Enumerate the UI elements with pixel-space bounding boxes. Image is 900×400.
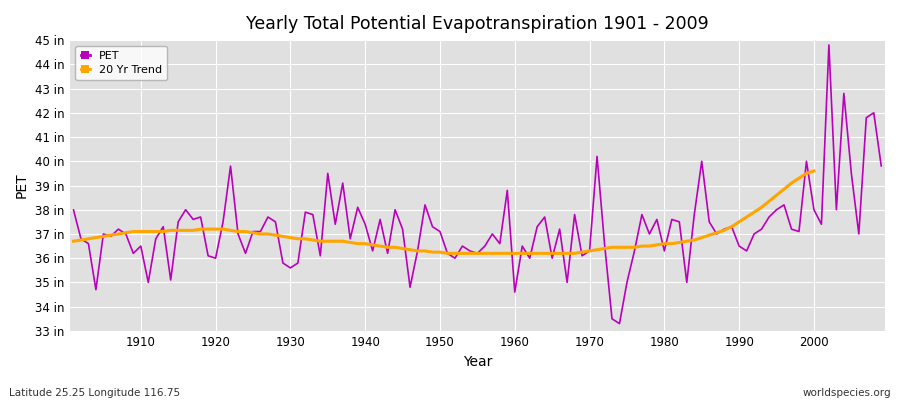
Y-axis label: PET: PET [15,173,29,198]
X-axis label: Year: Year [463,355,492,369]
Text: Latitude 25.25 Longitude 116.75: Latitude 25.25 Longitude 116.75 [9,388,180,398]
Title: Yearly Total Potential Evapotranspiration 1901 - 2009: Yearly Total Potential Evapotranspiratio… [246,15,708,33]
Legend: PET, 20 Yr Trend: PET, 20 Yr Trend [76,46,167,80]
Text: worldspecies.org: worldspecies.org [803,388,891,398]
